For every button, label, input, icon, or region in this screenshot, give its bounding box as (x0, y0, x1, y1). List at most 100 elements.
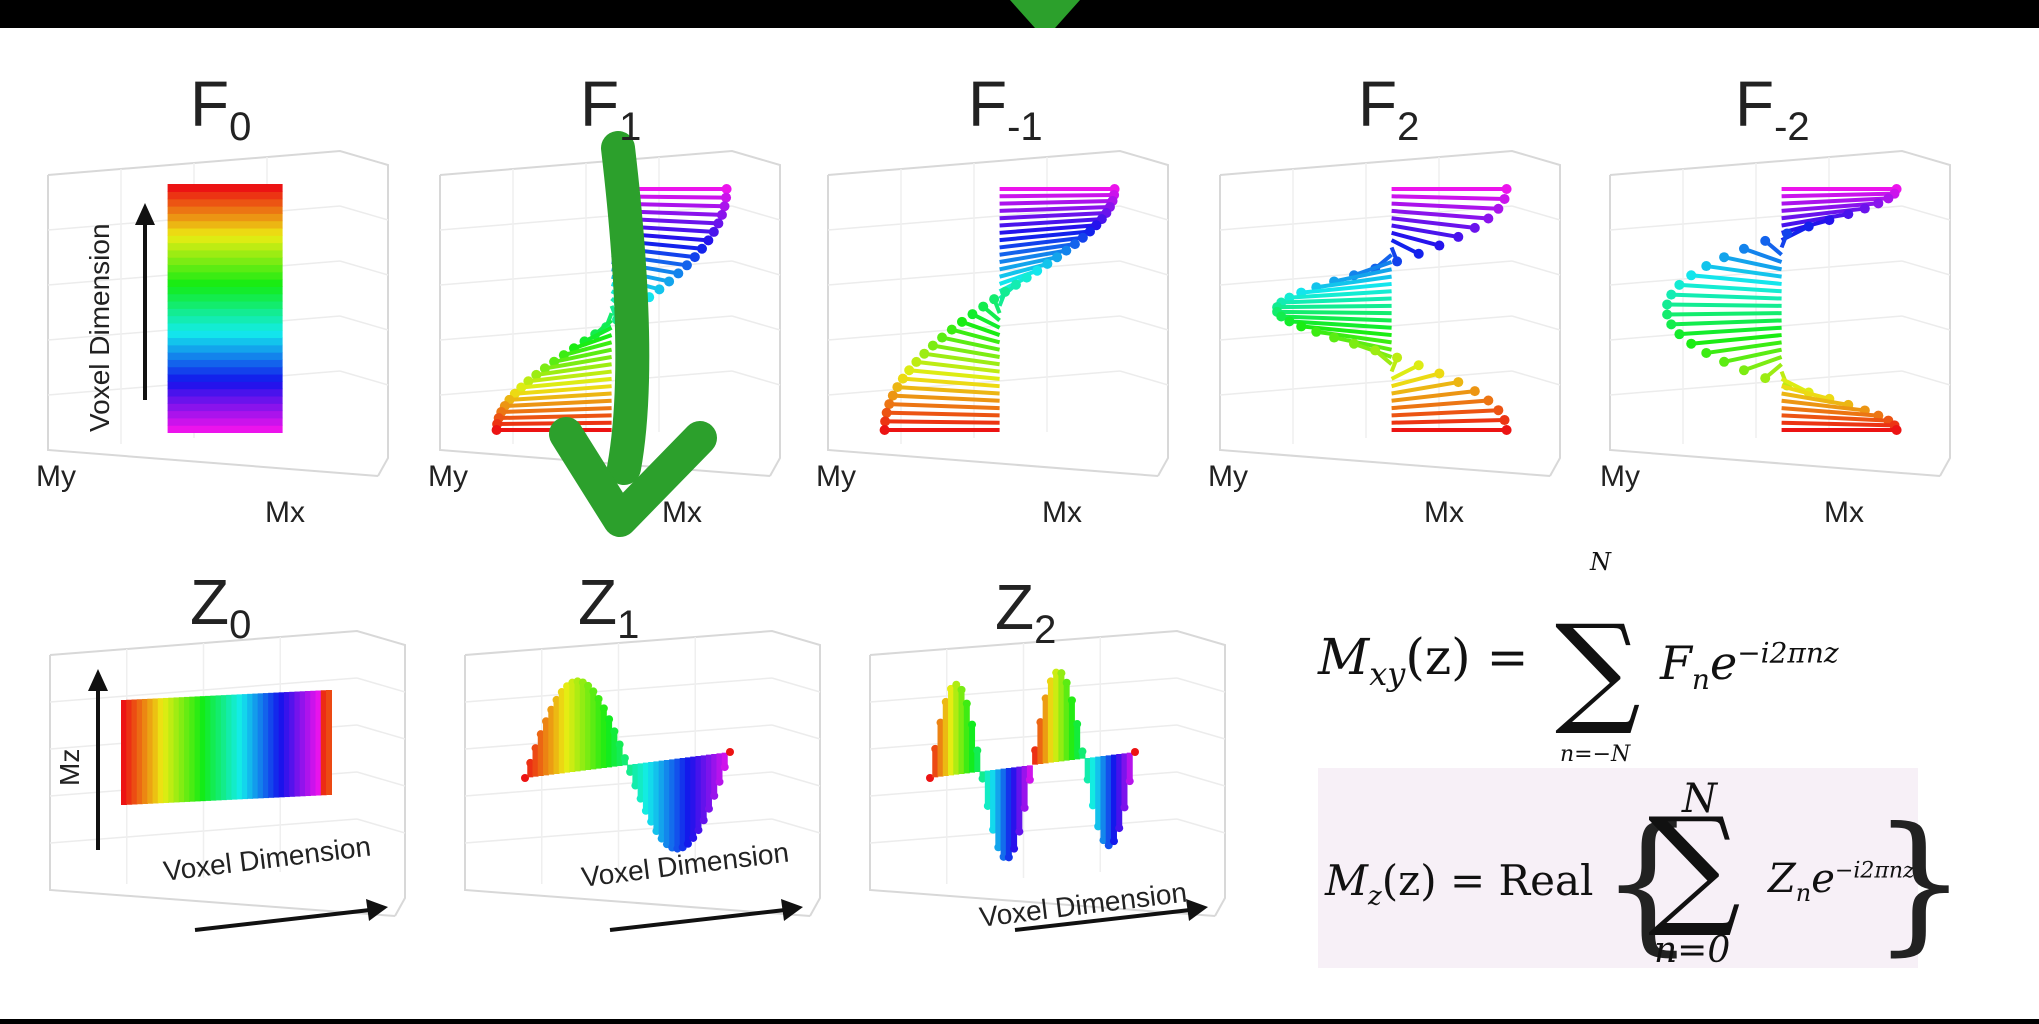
flat-band (273, 692, 280, 798)
spin-vector-tip (1311, 326, 1322, 337)
mz-bar-tip (683, 839, 692, 848)
spin-vector-tip (1701, 261, 1712, 272)
mz-bar-tip (1010, 844, 1019, 853)
spin-vector-tip (516, 382, 527, 393)
gridline (731, 260, 781, 276)
flat-band (167, 381, 283, 390)
spin-vector (999, 242, 1076, 257)
flat-band (167, 264, 283, 273)
gridline (771, 818, 821, 834)
panel-title-z1: Z1 (578, 566, 640, 647)
mz-bar-tip (626, 767, 635, 776)
voxel-dimension-vertical-label: Voxel Dimension (84, 223, 115, 432)
mz-bar-tip (1025, 775, 1034, 784)
flat-band (167, 213, 283, 222)
spin-vector (892, 393, 1000, 403)
spin-vector-tip (946, 324, 957, 335)
panel-title-f1: F1 (580, 68, 642, 149)
spin-vector-tip (904, 365, 915, 376)
flat-band (167, 403, 283, 412)
spin-vector (1391, 398, 1489, 411)
spin-vector-tip (892, 382, 903, 393)
spin-vector (1781, 398, 1866, 413)
spin-vector (999, 211, 1107, 221)
mz-bar-tip (1015, 827, 1024, 836)
spin-vector-tip (1666, 289, 1677, 300)
mz-bar-tip (936, 718, 945, 727)
mz-bar-tip (1062, 678, 1071, 687)
spin-vector (1679, 325, 1782, 337)
flat-band (210, 695, 217, 801)
green-check-top (1010, 0, 1080, 28)
flat-band (315, 690, 322, 796)
mz-bar-tip (636, 794, 645, 803)
spin-vector (1277, 303, 1392, 310)
spin-vector (504, 398, 612, 408)
spin-vector (1671, 292, 1782, 301)
gridline (1176, 771, 1226, 787)
flat-band (167, 322, 283, 331)
flat-band (167, 337, 283, 346)
mz-bar-tip (1115, 824, 1124, 833)
spin-vector-tip (681, 260, 692, 271)
panel-title-f-2: F-2 (1735, 68, 1810, 149)
panels-layer (47, 149, 1951, 932)
spin-vector (999, 198, 1113, 206)
spin-vector (553, 347, 613, 364)
mz-bar-tip (941, 697, 950, 706)
flat-band (121, 700, 127, 805)
spin-vector (1781, 406, 1879, 418)
equation-mxy-sum-bottom: n=−N (1560, 742, 1631, 767)
flat-band (163, 697, 170, 803)
flat-band (167, 300, 283, 309)
spin-vector-tip (1662, 309, 1673, 320)
spin-vector (998, 268, 1038, 286)
spin-vector-tip (1859, 203, 1870, 214)
flat-band (167, 425, 283, 433)
spin-vector-tip (1052, 252, 1063, 263)
mz-bar-tip (994, 843, 1003, 852)
spin-vector (916, 359, 1000, 374)
spin-vector-tip (539, 363, 550, 374)
mz-bar-tip (1125, 777, 1134, 786)
gridline (339, 205, 389, 221)
spin-vector-tip (919, 348, 930, 359)
spin-vector (889, 402, 1000, 411)
mz-bar-tip (1036, 718, 1045, 727)
equation-mxy-sigma: ∑ (1555, 600, 1641, 739)
mz-bar-tip (968, 720, 977, 729)
gridline (1511, 370, 1561, 386)
mz-bar-tip (605, 715, 614, 724)
equation-mz-sum-top: N (1682, 776, 1717, 822)
flat-band (167, 271, 283, 280)
spin-vector (1391, 194, 1505, 201)
mz-bar-tip (1041, 694, 1050, 703)
spin-vector-tip (1493, 203, 1504, 214)
spin-vector (1281, 314, 1392, 323)
axis-frame (47, 149, 389, 477)
mz-bar-tip (1099, 836, 1108, 845)
spin-vector (1781, 413, 1889, 423)
spin-vector-tip (673, 268, 684, 279)
axis-frame (49, 655, 396, 917)
spin-vector-tip (956, 316, 967, 327)
spin-vector-tip (1284, 316, 1295, 327)
flat-band (167, 293, 283, 302)
voxel-arrow-head (366, 899, 388, 921)
voxel-arrow-head (781, 899, 803, 921)
flat-band (167, 308, 283, 317)
green-check-mark (549, 417, 717, 537)
panel-title-f2: F2 (1358, 68, 1420, 149)
spin-vector-tip (713, 218, 724, 229)
spin-vector-tip (1499, 415, 1510, 426)
flat-band (167, 198, 283, 207)
gridline (731, 315, 781, 331)
spin-vector (1706, 264, 1782, 279)
axis-label-mx-3: Mx (1424, 496, 1464, 529)
flat-band (226, 694, 233, 800)
flat-band (168, 697, 175, 803)
mz-bar-tip (615, 740, 624, 749)
spin-vector-tip (1483, 395, 1494, 406)
panel-top-3 (1219, 149, 1561, 477)
spin-vector-tip (1042, 258, 1053, 269)
